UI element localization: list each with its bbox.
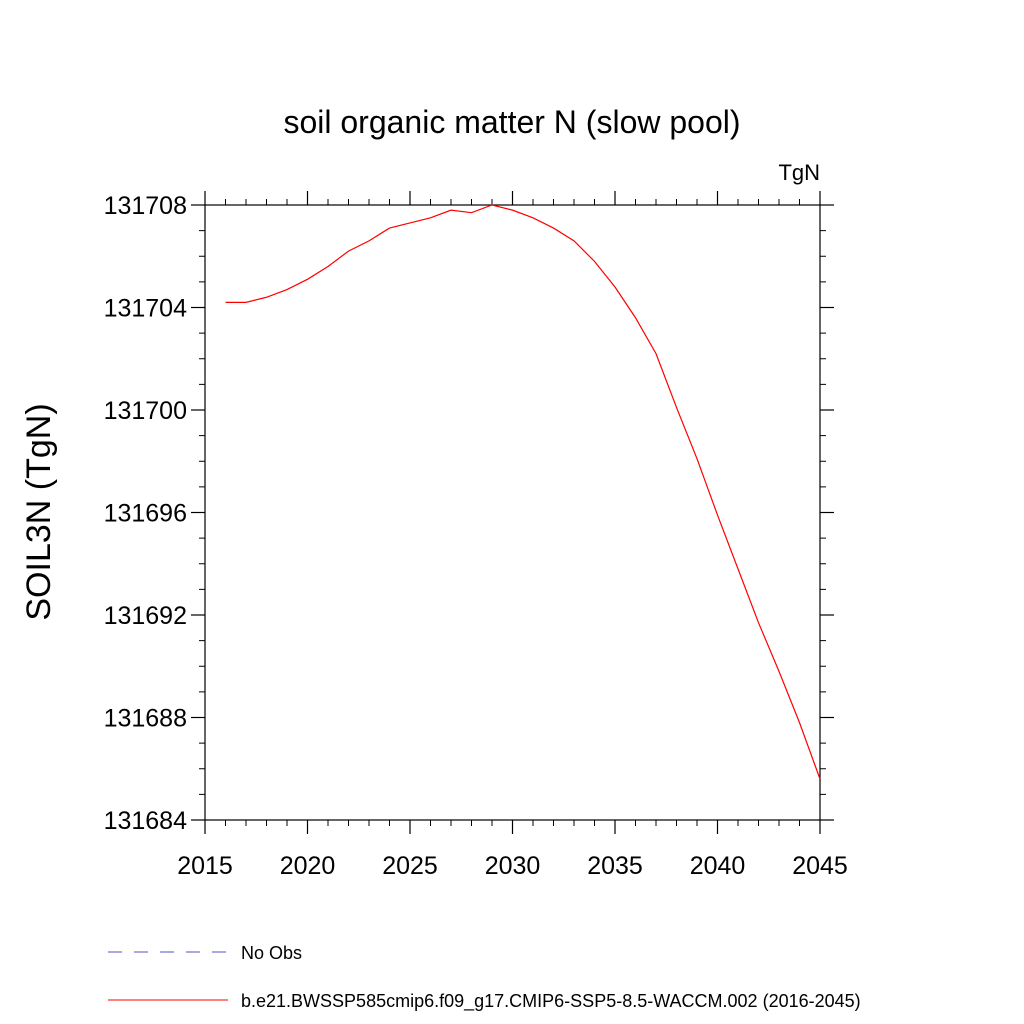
series-layer [225,204,821,780]
y-tick-label: 131688 [104,705,187,733]
legend-label: No Obs [241,943,302,963]
y-tick-label: 131700 [104,397,187,425]
y-axis-ticks [191,204,834,821]
x-tick-label: 2020 [280,852,336,880]
legend-label: b.e21.BWSSP585cmip6.f09_g17.CMIP6-SSP5-8… [241,991,861,1012]
x-tick-label: 2040 [690,852,746,880]
y-axis-label: SOIL3N (TgN) [20,403,58,620]
y-axis-tick-labels: 131684 131688 131692 131696 131700 131704 1317… [104,192,188,835]
series-line-0 [225,204,821,780]
x-axis-ticks [204,191,821,834]
x-tick-label: 2030 [485,852,541,880]
units-label: TgN [778,160,820,185]
y-tick-label: 131708 [104,192,187,220]
x-tick-label: 2045 [792,852,848,880]
y-tick-label: 131704 [104,295,188,323]
x-tick-label: 2025 [382,852,438,880]
chart-title: soil organic matter N (slow pool) [283,104,740,140]
y-tick-label: 131692 [104,602,187,630]
x-tick-label: 2035 [587,852,643,880]
y-tick-label: 131696 [104,500,187,528]
legend: No Obs b.e21.BWSSP585cmip6.f09_g17.CMIP6-… [108,943,861,1012]
y-tick-label: 131684 [104,807,188,835]
x-axis-tick-labels: 2015 2020 2025 2030 2035 2040 2045 [177,852,848,880]
plot-frame [204,204,821,821]
x-tick-label: 2015 [177,852,233,880]
